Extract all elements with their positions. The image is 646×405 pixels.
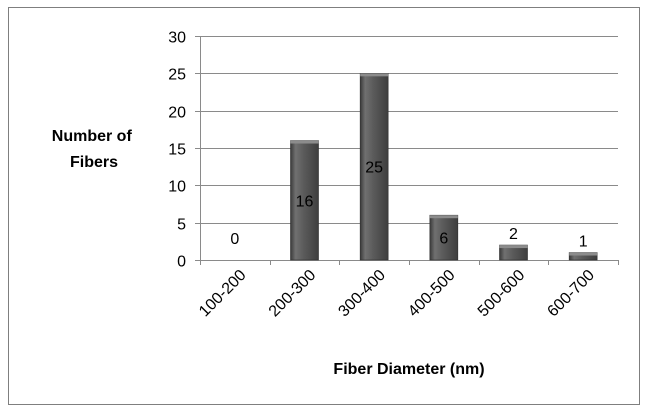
bar-top-highlight (360, 73, 389, 77)
bar-top-highlight (569, 252, 598, 256)
axes (195, 36, 619, 265)
bar (429, 214, 459, 261)
y-tick-label: 0 (177, 254, 186, 271)
x-tick-label: 400-500 (405, 267, 459, 321)
y-axis-title-line-1: Number of (52, 128, 133, 145)
bar-top-highlight (499, 245, 528, 249)
bar (290, 140, 319, 261)
bars (290, 73, 598, 261)
x-tick-label: 600-700 (544, 267, 598, 321)
data-label: 0 (230, 231, 239, 248)
y-tick-label: 20 (168, 105, 186, 122)
y-tick-label: 15 (168, 142, 186, 159)
y-tick-label: 25 (168, 67, 186, 84)
data-labels: 0 16 25 6 2 1 (230, 160, 587, 251)
x-axis-title: Fiber Diameter (nm) (333, 361, 484, 378)
y-axis-title: Number of Fibers (52, 128, 136, 171)
data-label: 1 (579, 234, 588, 251)
y-tick-label: 30 (168, 30, 186, 47)
data-label: 16 (296, 193, 314, 210)
y-tick-labels: 0 5 10 15 20 25 30 (168, 30, 186, 271)
y-tick-label: 10 (168, 179, 186, 196)
data-label: 25 (365, 160, 383, 177)
data-label: 6 (439, 231, 448, 248)
x-tick-label: 100-200 (196, 267, 250, 321)
x-tick-label: 500-600 (475, 267, 529, 321)
x-tick-label: 200-300 (266, 267, 320, 321)
bar-top-highlight (290, 140, 319, 144)
data-label: 2 (509, 226, 518, 243)
bar-top-highlight (429, 215, 458, 219)
gridlines (200, 36, 618, 224)
bar (359, 73, 389, 261)
y-axis-title-line-2: Fibers (70, 154, 118, 171)
x-tick-label: 300-400 (335, 267, 389, 321)
y-tick-label: 5 (177, 217, 186, 234)
x-tick-labels: 100-200 200-300 300-400 400-500 500-600 600-7… (196, 267, 598, 321)
